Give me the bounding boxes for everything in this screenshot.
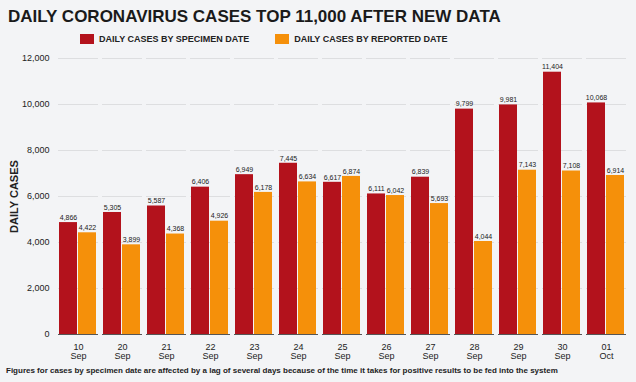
svg-text:20Sep: 20Sep xyxy=(114,342,130,361)
svg-text:6,839: 6,839 xyxy=(412,168,430,175)
svg-text:28Sep: 28Sep xyxy=(466,342,482,361)
html-text:Figures for cases by specimen: Figures for cases by specimen date are a… xyxy=(6,366,558,375)
svg-text:DAILY CASES: DAILY CASES xyxy=(8,160,20,233)
svg-text:5,305: 5,305 xyxy=(104,204,122,211)
svg-text:6,406: 6,406 xyxy=(192,178,210,185)
svg-text:30Sep: 30Sep xyxy=(554,342,570,361)
svg-text:10Sep: 10Sep xyxy=(70,342,86,361)
svg-text:21Sep: 21Sep xyxy=(158,342,174,361)
svg-text:2,000: 2,000 xyxy=(27,283,50,293)
svg-text:4,044: 4,044 xyxy=(475,233,493,240)
svg-text:25Sep: 25Sep xyxy=(334,342,350,361)
svg-text:6,178: 6,178 xyxy=(255,184,273,191)
svg-text:7,143: 7,143 xyxy=(519,161,537,168)
svg-text:6,111: 6,111 xyxy=(368,185,385,192)
svg-text:24Sep: 24Sep xyxy=(290,342,306,361)
svg-text:4,926: 4,926 xyxy=(211,212,229,219)
svg-text:6,617: 6,617 xyxy=(324,174,342,181)
svg-text:8,000: 8,000 xyxy=(27,145,50,155)
svg-text:3,899: 3,899 xyxy=(123,236,141,243)
svg-text:11,404: 11,404 xyxy=(542,63,563,70)
svg-text:6,000: 6,000 xyxy=(27,191,50,201)
svg-text:6,949: 6,949 xyxy=(236,166,254,173)
svg-text:6,914: 6,914 xyxy=(607,167,625,174)
svg-text:10,000: 10,000 xyxy=(22,99,50,109)
svg-text:6,634: 6,634 xyxy=(299,173,317,180)
svg-text:7,445: 7,445 xyxy=(280,155,298,162)
svg-text:29Sep: 29Sep xyxy=(510,342,526,361)
svg-text:6,874: 6,874 xyxy=(343,168,361,175)
html-text:DAILY CASES BY REPORTED DATE: DAILY CASES BY REPORTED DATE xyxy=(294,34,448,44)
svg-text:4,422: 4,422 xyxy=(79,224,97,231)
svg-text:22Sep: 22Sep xyxy=(202,342,218,361)
svg-text:6,042: 6,042 xyxy=(387,187,405,194)
svg-text:5,693: 5,693 xyxy=(431,195,449,202)
svg-text:9,799: 9,799 xyxy=(456,100,474,107)
svg-text:23Sep: 23Sep xyxy=(246,342,262,361)
svg-text:01Oct: 01Oct xyxy=(599,342,614,361)
svg-text:7,108: 7,108 xyxy=(563,162,581,169)
svg-text:4,866: 4,866 xyxy=(60,214,78,221)
html-text:DAILY CASES BY SPECIMEN DATE: DAILY CASES BY SPECIMEN DATE xyxy=(99,34,250,44)
svg-text:26Sep: 26Sep xyxy=(378,342,394,361)
svg-text:12,000: 12,000 xyxy=(22,53,50,63)
svg-text:9,981: 9,981 xyxy=(500,96,518,103)
html-text:DAILY CORONAVIRUS CASES TOP 11: DAILY CORONAVIRUS CASES TOP 11,000 AFTER… xyxy=(8,7,501,26)
svg-text:10,068: 10,068 xyxy=(586,94,608,101)
svg-text:5,587: 5,587 xyxy=(148,197,166,204)
svg-text:0: 0 xyxy=(44,329,49,339)
svg-text:4,368: 4,368 xyxy=(167,225,185,232)
svg-text:4,000: 4,000 xyxy=(27,237,50,247)
svg-text:27Sep: 27Sep xyxy=(422,342,438,361)
